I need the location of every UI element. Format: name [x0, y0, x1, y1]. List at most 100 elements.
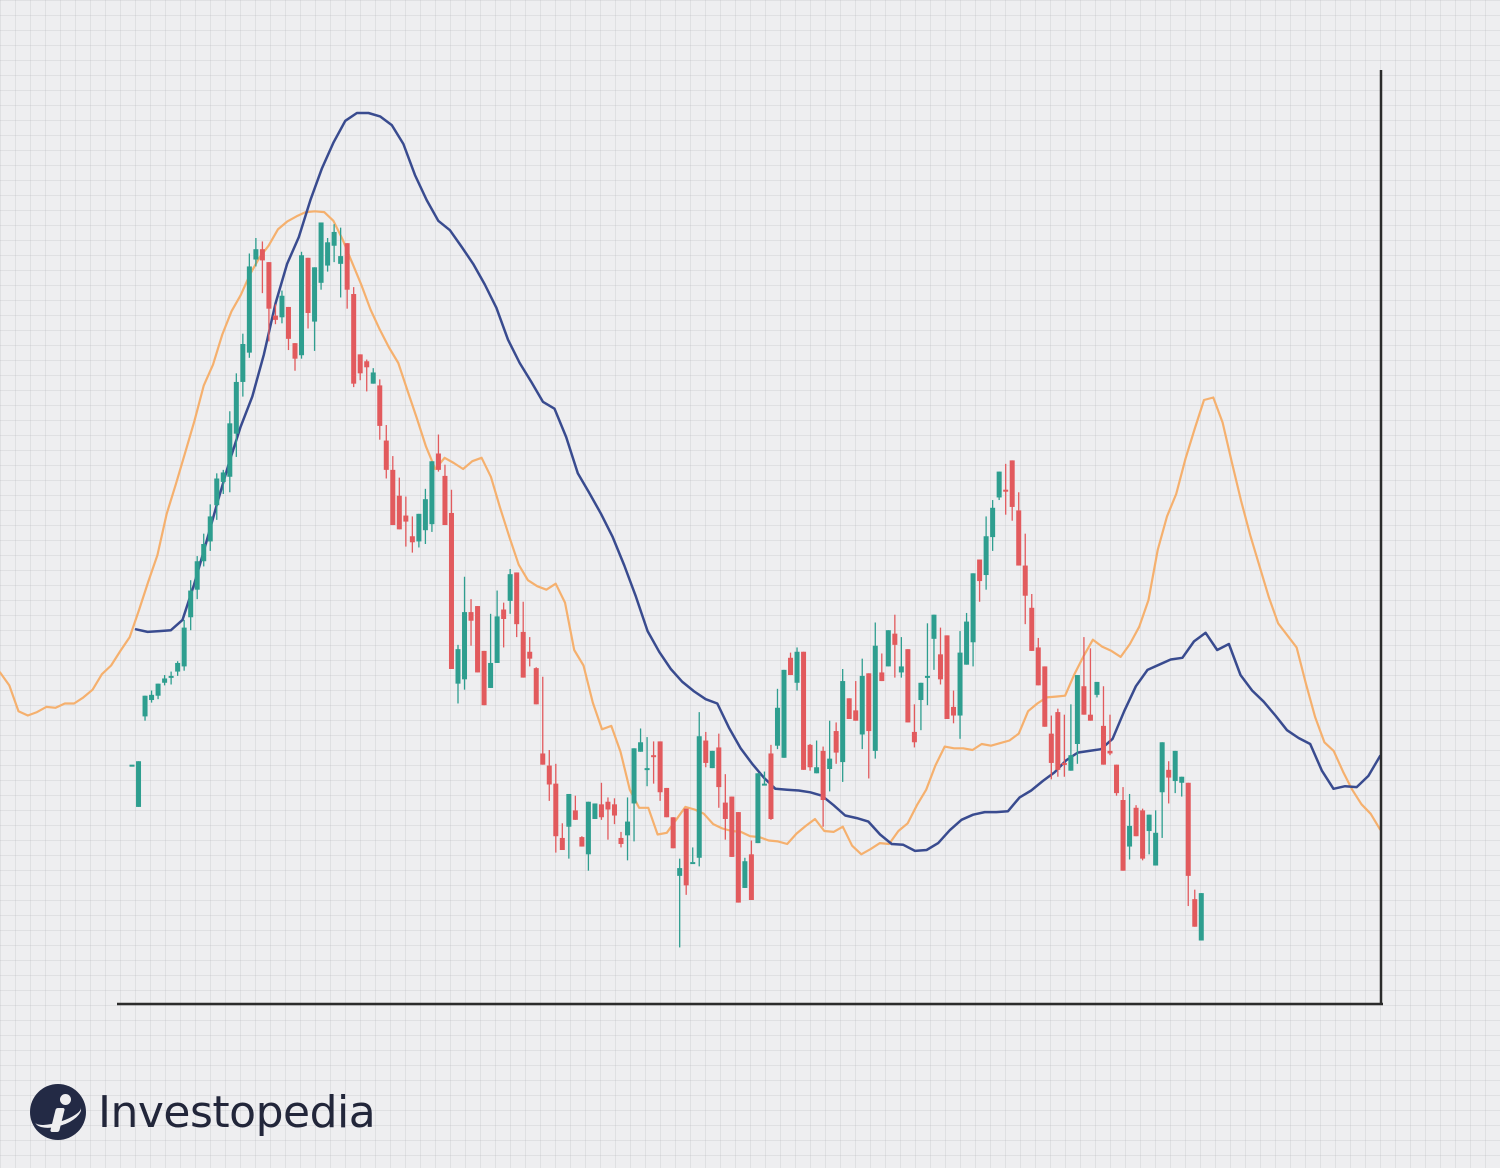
candle	[892, 614, 898, 678]
candle	[768, 744, 774, 820]
candle-body	[879, 672, 885, 682]
candle-body	[696, 736, 702, 858]
candle-body	[638, 742, 644, 752]
candle	[964, 612, 970, 665]
candle	[162, 675, 168, 686]
candle	[1003, 463, 1009, 515]
candlesticks	[129, 222, 1204, 948]
candle-body	[1166, 769, 1172, 778]
candle	[142, 695, 148, 721]
candle	[1029, 593, 1035, 651]
candle-body	[488, 662, 494, 688]
candle-body	[188, 590, 194, 618]
candle	[455, 644, 461, 704]
candle	[214, 473, 220, 520]
candle	[136, 761, 142, 807]
candle	[977, 559, 983, 602]
candle	[670, 817, 676, 849]
candle	[572, 795, 578, 820]
candle-body	[494, 616, 500, 663]
candle-body	[592, 803, 598, 819]
candle	[240, 333, 246, 397]
candle	[611, 798, 617, 825]
candle-body	[1081, 686, 1087, 715]
candle	[911, 704, 917, 748]
candle-body	[1140, 810, 1146, 859]
candle-body	[820, 750, 826, 801]
candle-body	[840, 681, 846, 763]
candle	[514, 572, 520, 638]
candle	[801, 651, 807, 770]
candle	[272, 304, 278, 325]
candle	[442, 464, 448, 526]
candle-body	[1016, 510, 1022, 566]
candle-body	[605, 801, 611, 810]
candle-body	[872, 645, 878, 751]
candle-body	[214, 478, 220, 506]
candle	[1035, 637, 1041, 686]
candle-body	[312, 267, 318, 322]
candle-body	[807, 744, 813, 768]
candle	[299, 251, 305, 359]
candle	[774, 688, 780, 750]
candle	[1081, 637, 1087, 715]
candle-body	[911, 731, 917, 743]
brand-logo: Investopedia	[30, 1082, 376, 1142]
candle-body	[618, 837, 624, 844]
candle-body	[416, 513, 422, 542]
candle	[651, 741, 657, 784]
candle-body	[996, 471, 1002, 498]
candle	[279, 290, 285, 324]
candle-body	[748, 854, 754, 901]
candle	[194, 556, 200, 600]
candle-body	[272, 315, 278, 320]
candle	[305, 257, 311, 329]
candle-body	[168, 675, 174, 678]
candle-body	[501, 609, 507, 619]
candle-body	[305, 257, 311, 313]
candle-body	[788, 657, 794, 676]
candle	[1016, 492, 1022, 566]
candle	[1068, 704, 1074, 771]
candle-body	[729, 796, 735, 857]
candle-body	[1055, 712, 1061, 770]
candle	[1166, 761, 1172, 804]
candle	[357, 354, 363, 381]
candle-body	[833, 731, 839, 753]
candle-body	[396, 495, 402, 530]
moving-averages	[0, 111, 1382, 856]
candle	[475, 606, 481, 673]
candle-body	[964, 621, 970, 665]
candle-body	[344, 243, 350, 290]
candle-body	[448, 512, 454, 669]
candle-body	[931, 614, 937, 639]
candle	[1140, 808, 1146, 861]
candle	[924, 623, 930, 706]
candle	[422, 488, 428, 544]
candle	[827, 720, 833, 792]
candle-body	[1179, 776, 1185, 783]
candle	[735, 812, 741, 903]
candle-body	[403, 515, 409, 522]
candle-body	[136, 761, 142, 807]
candle-body	[742, 861, 748, 888]
candle	[1087, 648, 1093, 721]
candle-body	[761, 783, 767, 786]
investopedia-logo-icon	[30, 1084, 86, 1140]
candle-body	[703, 740, 709, 763]
candle	[1048, 715, 1054, 780]
candle	[729, 796, 735, 857]
candle	[644, 737, 650, 787]
candle-body	[259, 249, 265, 261]
candle-body	[364, 361, 370, 368]
candle-body	[572, 810, 578, 820]
candle	[638, 728, 644, 752]
candle-body	[611, 804, 617, 816]
candle-body	[983, 536, 989, 576]
candle-body	[468, 612, 474, 621]
candle-body	[957, 652, 963, 716]
candle	[168, 671, 174, 685]
candle-body	[1042, 666, 1048, 727]
candle	[429, 461, 435, 532]
